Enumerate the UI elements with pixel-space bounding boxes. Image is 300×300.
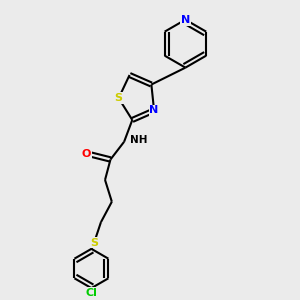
Text: S: S: [90, 238, 98, 248]
Text: N: N: [181, 15, 190, 25]
Text: NH: NH: [130, 135, 148, 146]
Text: Cl: Cl: [85, 288, 97, 298]
Text: S: S: [115, 93, 123, 103]
Text: N: N: [149, 105, 159, 116]
Text: O: O: [81, 149, 91, 159]
